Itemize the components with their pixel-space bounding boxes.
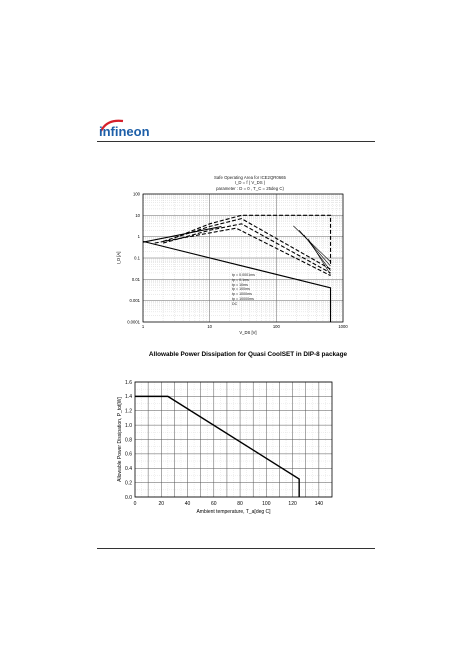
soa-chart: 1 10 100 1000 100 10 1 0.1 0.01 0.001 0.0001 I_D [A…: [110, 190, 360, 340]
pd-y-tick-label: 1.0: [125, 423, 132, 429]
legend-item: tp = 10ms: [232, 282, 248, 287]
soa-x-tick-label: 1000: [338, 324, 348, 329]
legend-item: tp = 1000ms: [232, 292, 252, 297]
soa-y-tick-label: 100: [133, 192, 141, 197]
soa-y-tick-label: 10: [135, 213, 140, 218]
logo-arc: [100, 119, 124, 132]
soa-series-line: [307, 238, 331, 275]
pd-plot-frame: [134, 381, 333, 498]
pd-y-axis-label: Allowable Power Dissipation, P_tot[W]: [117, 397, 123, 482]
pd-x-tick-label: 120: [288, 501, 297, 507]
pd-y-tick-label: 1.2: [125, 409, 132, 415]
soa-series-line: [174, 214, 332, 265]
soa-y-tick-label: 0.1: [134, 256, 140, 261]
soa-series-line: [142, 240, 332, 322]
soa-legend: tp = 0.0001ms tp = 0.1ms tp = 10ms tp = …: [232, 273, 255, 307]
pd-x-tick-label: 40: [185, 501, 191, 507]
pd-derating-curve: [135, 395, 300, 497]
legend-item: tp = 100ms: [232, 287, 250, 292]
pd-chart-title: Allowable Power Dissipation for Quasi Co…: [148, 351, 348, 358]
soa-title-line-1: Safe Operating Area for ICE2QR0665: [214, 175, 286, 180]
legend-item: tp = 0.1ms: [232, 277, 249, 282]
soa-series-line: [162, 223, 331, 274]
pd-y-tick-label: 0.8: [125, 437, 132, 443]
soa-chart-svg: 1 10 100 1000 100 10 1 0.1 0.01 0.001 0.0001 I_D [A…: [116, 192, 348, 336]
soa-x-tick-label: 100: [273, 324, 281, 329]
soa-x-tick-label: 10: [207, 324, 212, 329]
soa-y-tick-label: 0.001: [130, 298, 141, 303]
logo-text: infineon: [99, 124, 150, 139]
pd-x-tick-label: 80: [237, 501, 243, 507]
soa-series-line: [154, 227, 331, 277]
soa-series-line: [298, 230, 331, 267]
pd-y-tick-label: 1.4: [125, 394, 132, 400]
soa-series-line: [142, 225, 222, 243]
pd-y-tick-label: 0.6: [125, 452, 132, 458]
pd-x-tick-label: 60: [211, 501, 217, 507]
soa-y-axis-label: I_D [A]: [116, 252, 121, 265]
legend-item: DC: [232, 301, 238, 306]
footer-rule: [97, 548, 375, 549]
pd-x-tick-label: 0: [134, 501, 137, 507]
soa-chart-title: Safe Operating Area for ICE2QR0665 I_D =…: [175, 175, 325, 191]
soa-title-line-2: I_D = f ( V_DS ): [234, 180, 266, 186]
logo-graphic: infineon: [99, 119, 150, 139]
legend-item: tp = 10000ms: [232, 296, 254, 301]
soa-y-tick-label: 0.01: [132, 277, 141, 282]
pd-x-tick-label: 100: [262, 501, 271, 507]
pd-y-tick-label: 0.4: [125, 466, 132, 472]
pd-y-tick-label: 1.6: [125, 380, 132, 386]
pd-chart: 0 20 40 60 80 100 120 140 0.0 0.2 0.4 0.6 0.8 1.0 1.2 1…: [108, 362, 353, 522]
pd-x-axis-label: Ambient temperature, T_a[deg C]: [196, 509, 271, 515]
pd-x-tick-label: 140: [315, 501, 324, 507]
pd-chart-svg: 0 20 40 60 80 100 120 140 0.0 0.2 0.4 0.6 0.8 1.0 1.2 1…: [117, 380, 333, 515]
soa-x-tick-label: 1: [142, 324, 145, 329]
soa-x-axis-label: V_DS [V]: [239, 330, 256, 335]
header-rule: [97, 141, 375, 142]
pd-x-tick-label: 20: [158, 501, 164, 507]
soa-y-tick-label: 0.0001: [127, 320, 140, 325]
soa-series-line: [293, 225, 331, 262]
soa-y-tick-label: 1: [138, 234, 141, 239]
legend-item: tp = 0.0001ms: [232, 273, 255, 277]
pd-y-tick-label: 0.2: [125, 480, 132, 486]
soa-plot-frame: [142, 193, 344, 323]
soa-title-line-3: parameter : D = 0 , T_C = 25deg C): [216, 185, 284, 191]
infineon-logo: infineon: [97, 117, 157, 147]
pd-y-tick-label: 0.0: [125, 495, 132, 501]
